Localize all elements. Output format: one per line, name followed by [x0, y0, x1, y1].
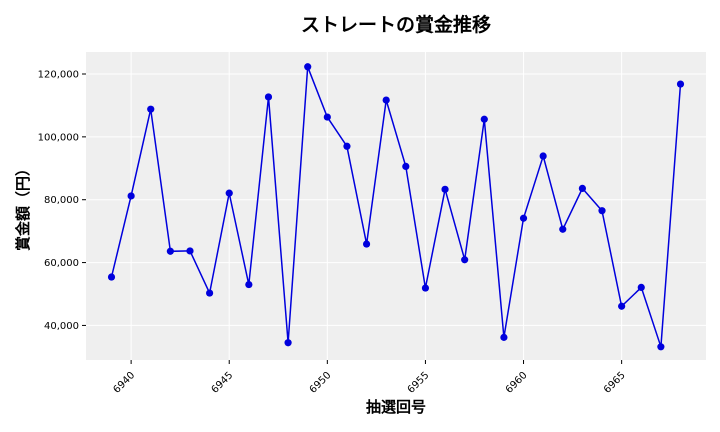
y-tick-label: 60,000: [44, 258, 79, 269]
series-line: [110, 66, 682, 348]
chart-title: ストレートの賞金推移: [301, 13, 491, 36]
y-tick-label: 40,000: [44, 321, 79, 332]
data-point: [147, 105, 155, 113]
data-point: [186, 247, 194, 255]
plot-area: [86, 52, 706, 360]
data-point: [323, 113, 331, 121]
data-point: [461, 256, 469, 264]
data-point: [127, 192, 135, 200]
data-point: [598, 207, 606, 215]
data-point: [245, 280, 253, 289]
data-point: [441, 185, 449, 193]
data-point: [264, 93, 273, 101]
data-point: [578, 184, 586, 192]
data-point: [676, 80, 685, 88]
data-point: [225, 189, 233, 197]
x-tick-label: 6955: [406, 370, 432, 396]
data-point: [500, 333, 508, 341]
data-point: [657, 343, 665, 351]
data-point: [206, 289, 214, 297]
data-point: [559, 225, 567, 233]
y-axis-label: 賞金額（円）: [14, 161, 32, 251]
data-points: [107, 63, 685, 351]
data-point: [362, 240, 371, 248]
data-point: [382, 96, 390, 104]
data-point: [539, 152, 547, 160]
x-tick-label: 6965: [602, 370, 628, 396]
x-tick-label: 6940: [111, 370, 137, 396]
x-axis-ticks: 6940 6945 6950 6955 6960 6965: [111, 360, 628, 396]
data-point: [480, 115, 488, 123]
x-axis-label: 抽選回号: [366, 398, 426, 416]
x-tick-label: 6945: [210, 370, 236, 396]
y-axis-ticks: 40,000 60,000 80,000 100,000 120,000: [38, 70, 86, 332]
data-point: [637, 283, 645, 291]
data-point: [402, 162, 410, 170]
y-tick-label: 80,000: [44, 195, 79, 206]
data-point: [519, 214, 528, 222]
data-point: [284, 339, 292, 347]
data-point: [343, 142, 351, 150]
data-point: [421, 284, 430, 292]
grid: [86, 52, 706, 360]
y-tick-label: 100,000: [38, 132, 79, 143]
data-point: [107, 273, 116, 281]
data-point: [304, 63, 312, 71]
x-tick-label: 6950: [308, 370, 334, 396]
y-tick-label: 120,000: [38, 70, 79, 81]
data-point: [618, 302, 626, 310]
data-point: [166, 247, 174, 255]
x-tick-label: 6960: [504, 370, 530, 396]
